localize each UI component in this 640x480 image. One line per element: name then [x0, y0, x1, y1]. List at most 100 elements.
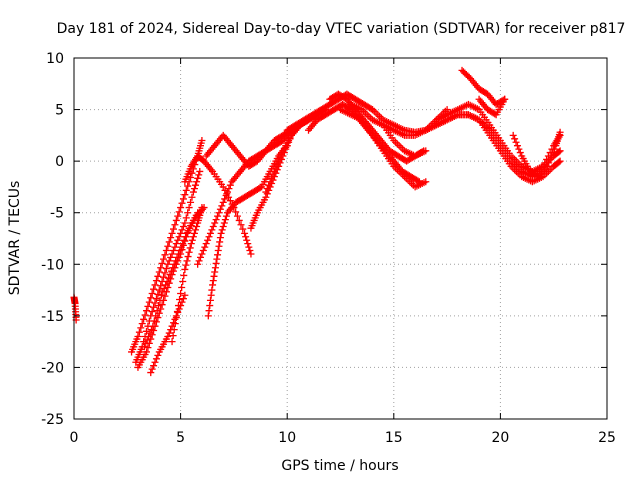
data-point — [189, 188, 197, 196]
data-point — [247, 250, 255, 258]
data-point — [146, 329, 154, 337]
data-point — [222, 192, 230, 200]
data-point — [173, 253, 181, 261]
data-point — [556, 147, 564, 155]
data-point — [243, 236, 251, 244]
data-point — [176, 247, 184, 255]
data-point — [168, 338, 176, 346]
data-point — [154, 290, 162, 298]
data-point — [514, 159, 522, 167]
data-point — [168, 229, 176, 237]
data-point — [512, 167, 520, 175]
data-point — [185, 204, 193, 212]
data-point — [224, 188, 232, 196]
data-point — [177, 243, 185, 251]
data-point — [177, 204, 185, 212]
data-point — [144, 302, 152, 310]
data-point — [172, 314, 180, 322]
data-point — [190, 229, 198, 237]
data-point — [181, 191, 189, 199]
data-point — [161, 292, 169, 300]
data-point — [374, 111, 382, 119]
data-point — [134, 332, 142, 340]
data-point — [511, 166, 519, 174]
data-point — [546, 155, 554, 163]
data-point — [272, 164, 280, 172]
data-point — [162, 281, 170, 289]
data-point — [180, 271, 188, 279]
data-point — [239, 225, 247, 233]
data-point — [158, 259, 166, 267]
data-point — [204, 236, 212, 244]
x-tick-label: 25 — [598, 430, 616, 446]
data-point — [187, 198, 195, 206]
data-point — [169, 264, 177, 272]
data-point — [154, 351, 162, 359]
data-point — [556, 128, 564, 136]
data-point — [147, 326, 155, 334]
data-point — [184, 253, 192, 261]
data-point — [157, 291, 165, 299]
data-point — [182, 233, 190, 241]
series-arc13 — [283, 90, 376, 134]
series-arc01 — [128, 137, 206, 356]
data-point — [278, 150, 286, 158]
data-marks — [70, 66, 564, 377]
data-point — [218, 226, 226, 234]
data-point — [188, 193, 196, 201]
data-point — [516, 149, 524, 157]
data-point — [207, 291, 215, 299]
data-point — [142, 339, 150, 347]
data-point — [372, 109, 380, 117]
data-point — [167, 234, 175, 242]
grid — [74, 58, 607, 419]
data-point — [166, 271, 174, 279]
data-point — [225, 185, 233, 193]
data-point — [269, 171, 277, 179]
data-point — [268, 174, 276, 182]
data-point — [144, 344, 152, 352]
data-point — [182, 186, 190, 194]
data-point — [148, 290, 156, 298]
data-point — [157, 264, 165, 272]
data-point — [167, 253, 175, 261]
data-point — [152, 355, 160, 363]
data-point — [148, 308, 156, 316]
data-point — [175, 233, 183, 241]
y-tick-label: -10 — [41, 257, 64, 273]
data-point — [212, 259, 220, 267]
data-point — [211, 219, 219, 227]
data-point — [193, 222, 201, 230]
data-point — [169, 247, 177, 255]
data-point — [276, 154, 284, 162]
series-arc20 — [422, 111, 564, 186]
x-tick-label: 0 — [70, 430, 79, 446]
data-point — [206, 229, 214, 237]
data-point — [165, 257, 173, 265]
data-point — [178, 283, 186, 291]
data-point — [177, 229, 185, 237]
data-point — [172, 257, 180, 265]
data-point — [201, 243, 209, 251]
data-point — [175, 208, 183, 216]
data-point — [196, 253, 204, 261]
data-point — [548, 152, 556, 160]
data-point — [177, 290, 185, 298]
data-point — [145, 332, 153, 340]
data-point — [365, 112, 373, 120]
data-point — [169, 332, 177, 340]
y-axis-label: SDTVAR / TECUs — [7, 181, 23, 296]
data-point — [199, 247, 207, 255]
series-arc16 — [337, 106, 430, 191]
data-point — [196, 167, 204, 175]
data-point — [151, 299, 159, 307]
data-point — [172, 216, 180, 224]
data-point — [155, 286, 163, 294]
data-point — [393, 140, 401, 148]
data-point — [376, 112, 384, 120]
data-point — [176, 296, 184, 304]
data-point — [549, 149, 557, 157]
data-point — [165, 274, 173, 282]
data-point — [198, 250, 206, 258]
data-point — [178, 226, 186, 234]
